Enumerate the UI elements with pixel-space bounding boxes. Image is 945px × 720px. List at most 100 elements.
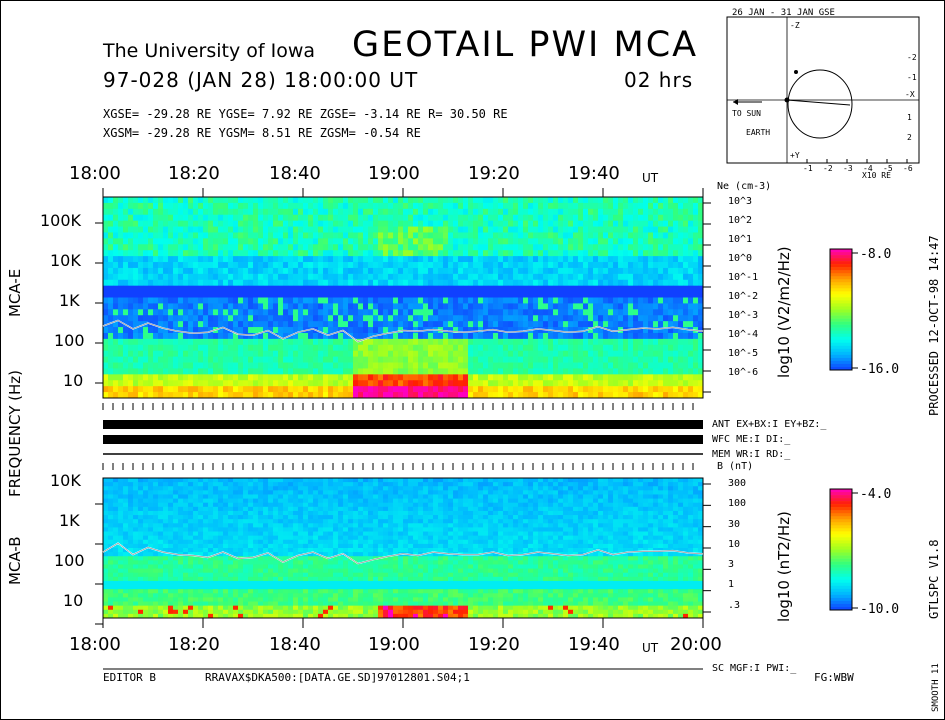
spectrogram-cell	[123, 238, 129, 245]
spectrogram-cell	[638, 297, 644, 304]
spectrogram-cell	[503, 273, 509, 281]
spectrogram-cell	[518, 214, 524, 222]
spectrogram-cell	[293, 238, 299, 245]
spectrogram-cell	[243, 297, 249, 304]
spectrogram-cell	[563, 338, 569, 346]
spectrogram-cell	[593, 202, 599, 210]
spectrogram-cell	[633, 380, 639, 387]
spectrogram-cell	[128, 386, 134, 393]
spectrogram-cell	[568, 315, 574, 322]
spectrogram-cell	[103, 297, 109, 304]
spectrogram-cell	[198, 256, 204, 263]
spectrogram-cell	[338, 303, 344, 310]
spectrogram-cell	[598, 244, 604, 251]
spectrogram-cell	[508, 273, 514, 281]
spectrogram-cell	[318, 327, 324, 334]
spectrogram-cell	[373, 267, 379, 275]
spectrogram-cell	[463, 368, 469, 375]
spectrogram-cell	[518, 202, 524, 210]
spectrogram-cell	[578, 338, 584, 346]
spectrogram-cell	[378, 386, 384, 393]
spectrogram-cell	[128, 267, 134, 275]
spectrogram-cell	[448, 214, 454, 222]
spectrogram-cell	[638, 380, 644, 387]
spectrogram-cell	[423, 250, 429, 257]
spectrogram-cell	[388, 327, 394, 334]
spectrogram-cell	[263, 202, 269, 210]
spectrogram-cell	[378, 202, 384, 210]
spectrogram-cell	[308, 338, 314, 346]
spectrogram-cell	[628, 279, 634, 287]
spectrogram-cell	[698, 338, 704, 346]
spectrogram-cell	[568, 368, 574, 375]
spectrogram-cell	[178, 214, 184, 222]
spectrogram-cell	[423, 344, 429, 352]
spectrogram-cell	[233, 392, 239, 399]
spectrogram-cell	[133, 285, 139, 292]
spectrogram-cell	[513, 490, 519, 495]
spectrogram-cell	[333, 321, 339, 328]
spectrogram-cell	[523, 197, 529, 204]
spectrogram-cell	[108, 220, 114, 227]
spectrogram-cell	[633, 350, 639, 358]
spectrogram-cell	[533, 392, 539, 399]
spectrogram-cell	[658, 197, 664, 204]
spectrogram-cell	[478, 356, 484, 363]
spectrogram-cell	[228, 244, 234, 251]
spectrogram-cell	[598, 327, 604, 334]
spectrogram-cell	[673, 197, 679, 204]
spectrogram-cell	[698, 392, 704, 399]
spectrogram-cell	[413, 332, 419, 340]
spectrogram-cell	[653, 386, 659, 393]
spectrogram-cell	[143, 332, 149, 340]
spectrogram-cell	[423, 226, 429, 233]
spectrogram-cell	[333, 374, 339, 381]
spectrogram-cell	[123, 490, 129, 495]
spectrogram-cell	[328, 220, 334, 227]
spectrogram-cell	[233, 303, 239, 310]
spectrogram-cell	[328, 285, 334, 292]
spectrogram-cell	[673, 386, 679, 393]
spectrogram-cell	[193, 220, 199, 227]
spectrogram-cell	[258, 502, 264, 508]
spectrogram-cell	[548, 303, 554, 310]
spectrogram-cell	[153, 502, 159, 508]
spectrogram-cell	[413, 309, 419, 316]
spectrogram-cell	[593, 386, 599, 393]
spectrogram-cell	[588, 244, 594, 251]
spectrogram-cell	[588, 214, 594, 222]
spectrogram-cell	[458, 197, 464, 204]
spectrogram-cell	[338, 502, 344, 508]
spectrogram-cell	[263, 232, 269, 239]
spectrogram-cell	[278, 478, 284, 483]
spectrogram-cell	[618, 214, 624, 222]
spectrogram-cell	[303, 478, 309, 483]
spectrogram-cell	[483, 279, 489, 287]
spectrogram-cell	[538, 386, 544, 393]
spectrogram-cell	[228, 273, 234, 281]
spectrogram-cell	[343, 279, 349, 287]
spectrogram-cell	[548, 502, 554, 508]
spectrogram-cell	[103, 208, 109, 216]
spectrogram-cell	[128, 338, 134, 346]
spectrogram-cell	[113, 285, 119, 292]
spectrogram-cell	[158, 380, 164, 387]
spectrogram-cell	[303, 344, 309, 352]
spectrogram-cell	[243, 220, 249, 227]
spectrogram-cell	[308, 494, 314, 499]
spectrogram-cell	[198, 490, 204, 495]
spectrogram-cell	[348, 250, 354, 257]
spectrogram-cell	[158, 374, 164, 381]
spectrogram-cell	[393, 226, 399, 233]
spectrogram-cell	[538, 256, 544, 263]
spectrogram-cell	[558, 321, 564, 328]
spectrogram-cell	[273, 256, 279, 263]
spectrogram-cell	[643, 226, 649, 233]
spectrogram-cell	[178, 315, 184, 322]
spectrogram-cell	[223, 291, 229, 298]
spectrogram-cell	[378, 303, 384, 310]
spectrogram-cell	[288, 273, 294, 281]
spectrogram-cell	[248, 214, 254, 222]
spectrogram-cell	[653, 494, 659, 499]
spectrogram-cell	[558, 303, 564, 310]
